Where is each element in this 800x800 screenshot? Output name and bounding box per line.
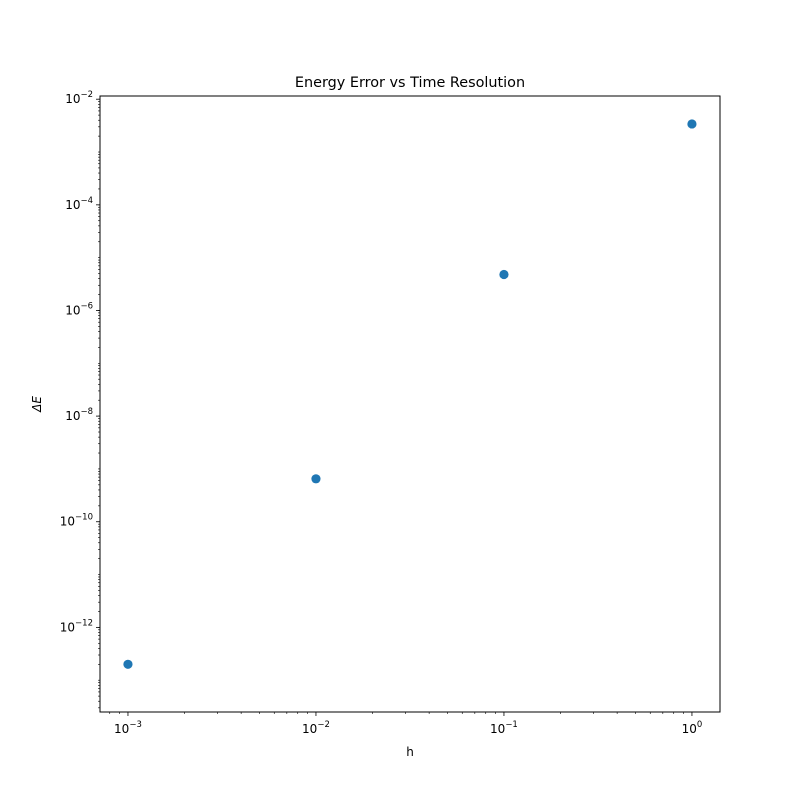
x-tick-label: 10−1 (490, 720, 518, 736)
y-tick-label: 10−6 (65, 301, 93, 317)
y-axis-label: ΔE (30, 396, 44, 413)
y-tick-label: 10−4 (65, 196, 93, 212)
data-point (123, 659, 133, 669)
x-axis-label: h (406, 745, 414, 759)
y-tick-label: 10−12 (60, 618, 93, 634)
data-point (499, 269, 509, 280)
y-tick-label: 10−10 (60, 513, 93, 529)
chart-title: Energy Error vs Time Resolution (295, 75, 525, 91)
y-tick-label: 10−8 (65, 407, 93, 423)
x-tick-label: 100 (682, 720, 703, 736)
x-tick-label: 10−2 (302, 720, 330, 736)
data-points (123, 119, 697, 669)
x-tick-label: 10−3 (114, 720, 142, 736)
tick-labels: 10−3 10−2 10−1 100 10−12 10−10 10−8 10−6 10−4 10−… (60, 90, 703, 736)
plot-frame (99, 95, 721, 713)
major-ticks (96, 98, 693, 716)
data-point (687, 119, 697, 129)
data-point (311, 474, 321, 484)
y-tick-label: 10−2 (65, 90, 93, 106)
